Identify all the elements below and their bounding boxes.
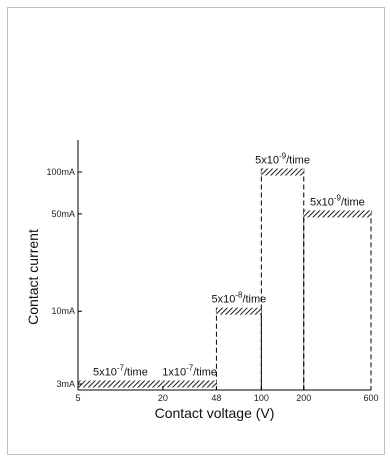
x-tick-label: 100 xyxy=(254,393,269,403)
figure-frame xyxy=(7,7,385,455)
x-tick-label: 5 xyxy=(75,393,80,403)
region-rate-label: 5x10-8/time xyxy=(211,291,266,306)
y-axis-title: Contact current xyxy=(25,229,41,325)
x-tick-label: 48 xyxy=(211,393,221,403)
hatched-band xyxy=(78,380,163,388)
region-rate-label: 5x10-9/time xyxy=(310,193,365,208)
y-tick-label: 50mA xyxy=(51,209,75,219)
x-tick-label: 200 xyxy=(296,393,311,403)
y-tick-label: 10mA xyxy=(51,306,75,316)
region-rate-label: 5x10-7/time xyxy=(93,364,148,379)
y-ticks: 3mA 10mA 50mA 100mA xyxy=(46,167,82,389)
boundary-lines xyxy=(215,168,372,390)
x-ticks: 5 20 48 100 200 600 xyxy=(75,386,379,403)
x-tick-label: 600 xyxy=(363,393,378,403)
axes xyxy=(77,140,371,391)
y-tick-label: 100mA xyxy=(46,167,75,177)
hatched-band xyxy=(216,307,262,315)
region-labels: 5x10-7/time 1x10-7/time 5x10-8/time 5x10-9/… xyxy=(93,152,365,379)
hatched-bands xyxy=(78,168,371,388)
y-tick-label: 3mA xyxy=(56,379,75,389)
x-axis-title: Contact voltage (V) xyxy=(155,405,275,421)
hatched-band xyxy=(162,380,217,388)
x-tick-label: 20 xyxy=(158,393,168,403)
region-rate-label: 5x10-9/time xyxy=(255,152,310,167)
region-rate-label: 1x10-7/time xyxy=(162,364,217,379)
hatched-band xyxy=(261,168,304,176)
hatched-band xyxy=(303,210,371,218)
